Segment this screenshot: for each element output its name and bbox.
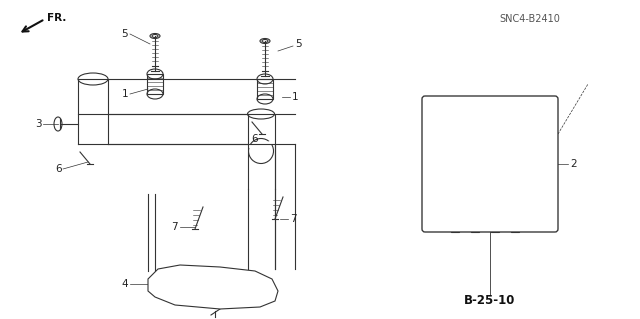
Bar [471, 222, 479, 232]
Circle shape [438, 112, 442, 116]
Circle shape [493, 224, 497, 228]
Bar [147, 74, 163, 94]
Bar [440, 129, 490, 164]
Text: 6: 6 [252, 134, 258, 144]
Circle shape [173, 285, 177, 289]
Text: 5: 5 [295, 39, 301, 49]
Bar [257, 79, 273, 99]
Text: 5: 5 [122, 29, 128, 39]
Bar [435, 119, 495, 209]
Circle shape [473, 224, 477, 228]
Bar [440, 174, 490, 204]
Circle shape [217, 286, 223, 292]
Circle shape [438, 202, 442, 206]
Text: 4: 4 [122, 279, 128, 289]
Text: 3: 3 [35, 119, 42, 129]
Bar [511, 222, 519, 232]
Text: 1: 1 [122, 89, 128, 99]
Text: 7: 7 [172, 222, 178, 232]
Circle shape [516, 155, 524, 163]
Text: 7: 7 [290, 214, 296, 224]
Text: 1: 1 [292, 92, 299, 102]
Text: 2: 2 [570, 159, 577, 169]
Bar [491, 222, 499, 232]
Polygon shape [73, 87, 290, 219]
Text: FR.: FR. [47, 13, 67, 23]
Polygon shape [148, 265, 278, 309]
Text: B-25-10: B-25-10 [464, 294, 516, 308]
Bar [451, 222, 459, 232]
Circle shape [513, 224, 517, 228]
Text: SNC4-B2410: SNC4-B2410 [500, 14, 561, 24]
Circle shape [498, 202, 502, 206]
Circle shape [258, 287, 262, 291]
Circle shape [498, 112, 502, 116]
FancyBboxPatch shape [422, 96, 558, 232]
Circle shape [453, 224, 457, 228]
Text: 6: 6 [56, 164, 62, 174]
